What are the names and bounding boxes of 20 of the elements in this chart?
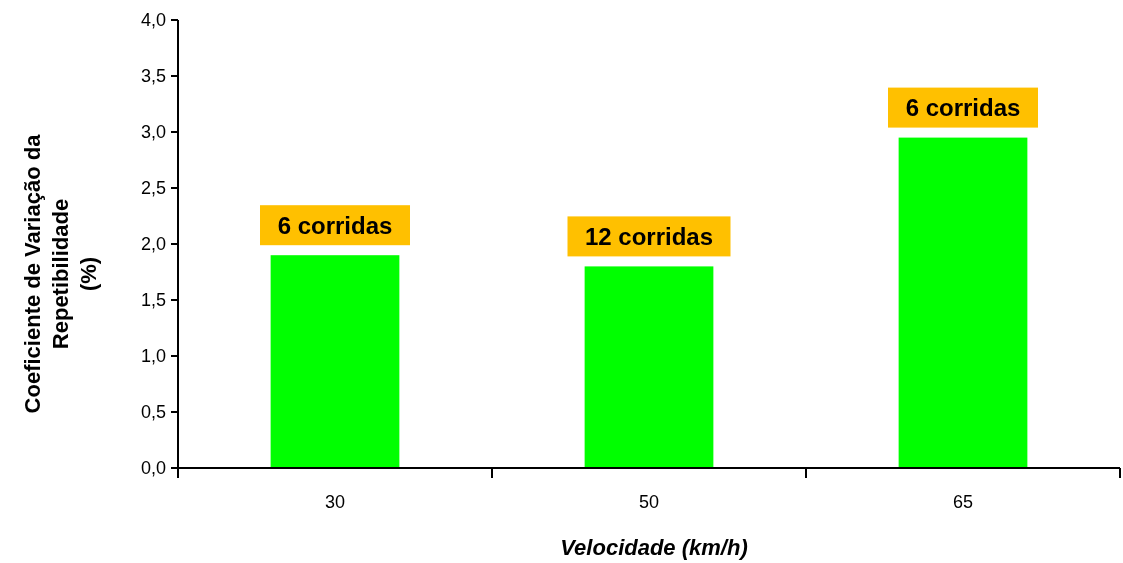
annotation: 12 corridas xyxy=(584,222,714,250)
annotation: 6 corridas xyxy=(277,211,393,239)
bar xyxy=(270,255,400,468)
y-tick-label: 0,0 xyxy=(140,458,166,479)
bar xyxy=(898,137,1028,468)
x-tick-label: 65 xyxy=(952,492,974,512)
annotation: 6 corridas xyxy=(905,94,1021,121)
y-tick-label: 2,0 xyxy=(140,234,166,255)
y-tick-label: 3,0 xyxy=(140,122,166,143)
y-tick-label: 2,5 xyxy=(140,178,166,199)
y-tick-label: 1,0 xyxy=(140,346,166,367)
y-axis-title: Coeficiente de Variação da Repetibilidade (%) xyxy=(20,133,101,414)
x-tick-label: 50 xyxy=(638,492,660,512)
x-axis-title: Velocidade (km/h) xyxy=(560,535,748,560)
y-tick-label: 3,5 xyxy=(140,66,166,87)
y-tick-label: 0,5 xyxy=(140,402,166,423)
bar xyxy=(584,266,714,468)
x-tick-label: 30 xyxy=(324,492,346,512)
y-tick-label: 4,0 xyxy=(140,10,166,31)
y-tick-label: 1,5 xyxy=(140,290,166,311)
